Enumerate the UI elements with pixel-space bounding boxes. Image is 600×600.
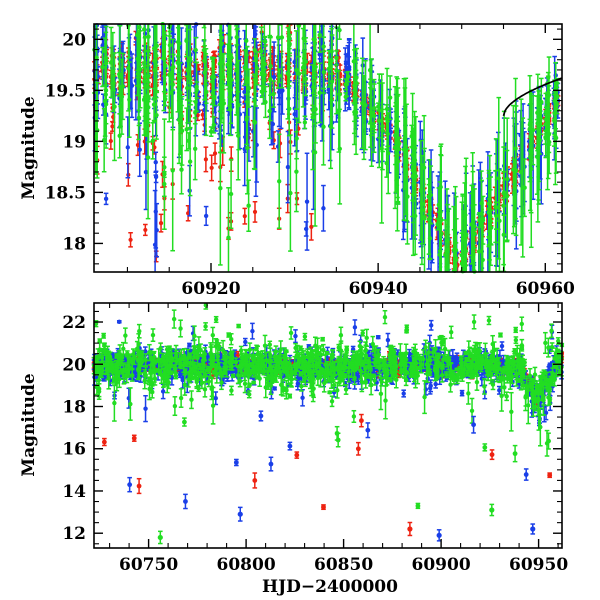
- data-point: [297, 71, 301, 75]
- data-point: [130, 83, 134, 87]
- data-point: [253, 210, 257, 214]
- data-point: [143, 31, 147, 35]
- data-point: [128, 238, 132, 242]
- top-panel-data-points: [92, 22, 560, 274]
- data-point: [213, 151, 217, 155]
- data-point: [159, 221, 163, 225]
- data-point: [286, 165, 290, 169]
- data-point: [277, 90, 281, 94]
- data-point: [154, 160, 158, 164]
- data-point: [143, 228, 147, 232]
- data-point: [305, 199, 309, 203]
- data-point: [272, 75, 276, 79]
- data-point: [243, 214, 247, 218]
- data-point: [304, 227, 308, 231]
- data-point: [204, 157, 208, 161]
- data-point: [346, 52, 350, 56]
- data-point: [154, 175, 158, 179]
- data-point: [321, 206, 325, 210]
- data-point: [146, 155, 150, 159]
- data-point: [126, 145, 130, 149]
- data-point: [294, 169, 298, 173]
- data-point: [210, 166, 214, 170]
- data-point: [138, 148, 142, 152]
- data-point: [109, 139, 113, 143]
- data-point: [204, 214, 208, 218]
- data-point: [104, 197, 108, 201]
- data-point: [253, 32, 257, 36]
- data-point: [153, 243, 157, 247]
